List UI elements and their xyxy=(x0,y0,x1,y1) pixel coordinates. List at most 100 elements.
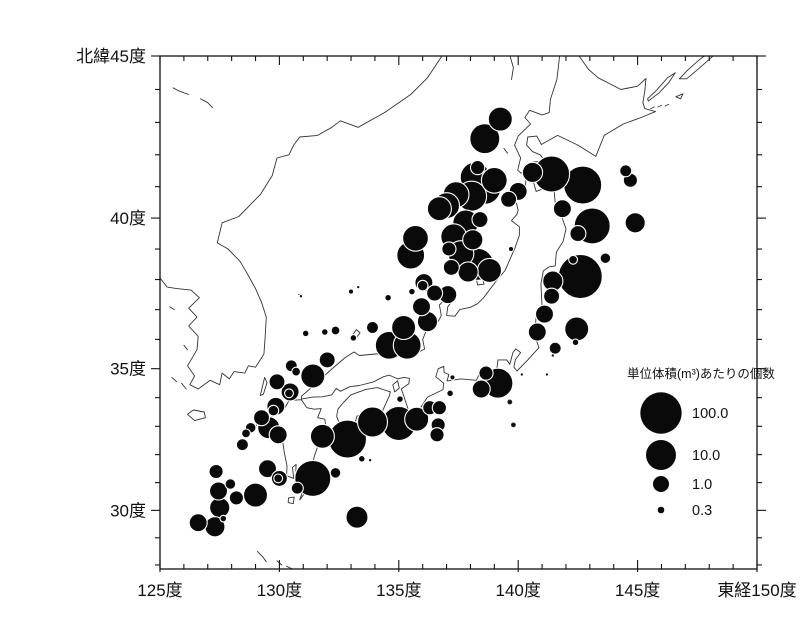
data-bubble xyxy=(208,481,229,501)
coastline-tsushima xyxy=(259,376,268,396)
data-bubble xyxy=(273,473,284,484)
legend-title: 単位体積(m³)あたりの個数 xyxy=(627,366,775,381)
data-bubble xyxy=(291,366,302,377)
data-bubble xyxy=(267,404,280,417)
data-bubble xyxy=(564,316,590,342)
data-bubble xyxy=(300,363,326,389)
data-bubble xyxy=(411,297,432,317)
data-bubble xyxy=(257,459,278,479)
data-bubble xyxy=(487,106,513,132)
axis-labels: 125度 130度 135度 140度 145度 東経150度 30度 35度 40度 北緯45度 xyxy=(76,47,797,600)
bubble-map-figure: 125度 130度 135度 140度 145度 東経150度 30度 35度 40度 北緯45度… xyxy=(40,16,805,615)
coastline-korea-islands-3 xyxy=(183,344,188,351)
data-bubble xyxy=(347,288,355,295)
data-bubble xyxy=(365,320,380,335)
coastline-habomai-2 xyxy=(657,104,662,108)
data-bubble xyxy=(320,328,329,336)
coastline-korea-continent xyxy=(160,56,443,390)
data-bubble xyxy=(543,287,561,305)
coastline-awaji xyxy=(392,380,400,393)
y-axis-label: 40度 xyxy=(110,209,146,228)
data-bubble xyxy=(571,338,580,347)
data-bubble xyxy=(345,505,369,529)
data-bubble xyxy=(396,395,404,403)
legend-circle xyxy=(640,392,682,434)
data-bubble xyxy=(391,314,417,341)
x-axis-label: 145度 xyxy=(615,581,660,600)
data-bubble xyxy=(548,341,562,355)
data-bubble xyxy=(469,159,486,176)
data-bubble xyxy=(471,379,491,399)
coastline-north-segment xyxy=(509,56,514,80)
legend-circle xyxy=(653,476,669,492)
data-bubble xyxy=(599,252,612,265)
data-bubble xyxy=(426,196,452,222)
data-bubble xyxy=(384,293,392,302)
y-axis-label: 30度 xyxy=(110,501,146,520)
data-bubble xyxy=(624,212,646,234)
data-bubble xyxy=(219,514,228,523)
data-bubble xyxy=(442,258,460,276)
data-bubble xyxy=(519,372,525,377)
data-bubble xyxy=(557,253,603,300)
data-bubble xyxy=(469,123,501,155)
x-axis-label: 140度 xyxy=(496,581,541,600)
data-bubble xyxy=(268,373,286,391)
data-bubble xyxy=(527,322,547,342)
bubble-map-canvas: 125度 130度 135度 140度 145度 東経150度 30度 35度 40度 北緯45度… xyxy=(40,16,805,615)
legend-label: 0.3 xyxy=(692,503,712,519)
legend: 単位体積(m³)あたりの個数 100.0 10.0 1.0 0.3 xyxy=(627,366,775,519)
y-axis-label: 35度 xyxy=(110,360,146,379)
data-bubble xyxy=(457,261,479,283)
data-bubble xyxy=(500,190,518,208)
coastline-habomai-1 xyxy=(650,106,655,110)
data-bubble xyxy=(355,284,361,290)
coastline-korea-islands-4 xyxy=(169,306,175,311)
data-bubble xyxy=(521,161,544,184)
bubbles-layer xyxy=(188,106,646,538)
data-bubble xyxy=(544,372,550,377)
x-axis-label: 125度 xyxy=(137,581,182,600)
coastline-korea-islands-1 xyxy=(181,382,187,390)
data-bubble xyxy=(478,365,494,381)
data-bubble xyxy=(284,388,294,399)
data-bubble xyxy=(552,199,572,219)
data-bubble xyxy=(619,164,633,178)
data-bubble xyxy=(568,254,579,265)
data-bubble xyxy=(290,481,304,495)
coastline-korea-islands-2 xyxy=(171,376,178,383)
island-dot xyxy=(510,422,516,428)
data-bubble xyxy=(431,400,448,416)
x-axis-label: 東経150度 xyxy=(717,581,796,600)
legend-label: 10.0 xyxy=(692,448,720,464)
island-dot xyxy=(507,399,513,405)
data-bubble xyxy=(330,325,341,336)
data-bubble xyxy=(404,406,430,432)
data-bubble xyxy=(252,409,271,427)
coastline-jeju xyxy=(187,409,206,422)
data-bubble xyxy=(569,225,587,243)
data-bubble xyxy=(402,224,429,252)
plot-border xyxy=(159,55,758,570)
data-bubble xyxy=(188,513,208,533)
coastline-nw-squiggle-2 xyxy=(200,98,213,109)
x-axis-label: 135度 xyxy=(376,581,421,600)
data-bubble xyxy=(329,467,342,479)
data-bubble xyxy=(242,482,269,508)
x-axis-label: 130度 xyxy=(257,581,302,600)
legend-label: 1.0 xyxy=(692,477,712,493)
data-bubble xyxy=(241,428,251,439)
data-bubble xyxy=(298,293,304,299)
data-bubble xyxy=(301,329,310,338)
data-bubble xyxy=(550,353,556,358)
coastline-okushiri xyxy=(503,147,508,154)
coastline-hokkaido xyxy=(514,56,656,174)
data-bubble xyxy=(476,257,503,283)
data-bubble xyxy=(209,496,231,519)
data-bubble xyxy=(446,389,454,398)
coastline-yakushima xyxy=(287,496,295,505)
data-bubble xyxy=(228,490,245,506)
data-bubble xyxy=(268,425,288,445)
coastline-habomai-3 xyxy=(664,103,670,107)
data-bubble xyxy=(318,351,336,369)
